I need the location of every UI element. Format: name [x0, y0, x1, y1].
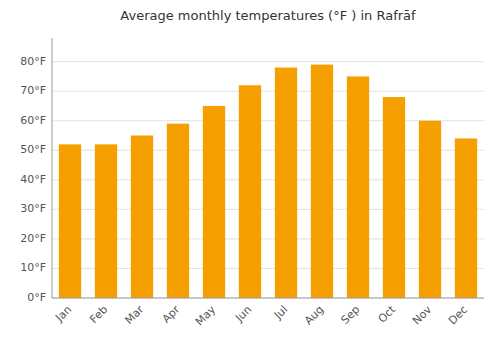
x-axis: Jan Feb Mar Apr May Jun Jul Aug Sep Oct Nov Dec [52, 298, 484, 328]
chart-container: 0°F 10°F 20°F 30°F 40°F 50°F 60°F 70°F 80°F Jan Fe… [0, 0, 500, 350]
y-tick-label: 30°F [20, 202, 46, 215]
x-tick-label: Apr [160, 303, 183, 326]
bar [203, 106, 225, 298]
x-tick-label: Jun [232, 303, 254, 325]
bar [347, 76, 369, 298]
x-tick-label: Nov [410, 303, 435, 328]
bar [275, 68, 297, 298]
x-axis-line [52, 298, 484, 299]
y-axis: 0°F 10°F 20°F 30°F 40°F 50°F 60°F 70°F 80°F [20, 38, 52, 304]
bar [455, 138, 477, 298]
bar [239, 85, 261, 298]
bar [419, 121, 441, 298]
bar [383, 97, 405, 298]
bar [59, 144, 81, 298]
grid-line [52, 91, 484, 92]
bars [59, 65, 477, 298]
x-tick-label: Jul [271, 303, 290, 322]
grid-line [52, 61, 484, 62]
grid-line [52, 298, 484, 299]
bar [95, 144, 117, 298]
page: {"chart_data": {"type": "bar", "title": … [0, 0, 500, 350]
x-tick-label: Sep [338, 303, 362, 327]
bar [311, 65, 333, 298]
x-tick-label: Jan [52, 303, 74, 325]
y-tick-label: 20°F [20, 232, 46, 245]
y-tick-label: 10°F [20, 261, 46, 274]
y-grid [52, 62, 484, 298]
x-tick-label: Feb [87, 303, 110, 326]
y-tick-label: 50°F [20, 143, 46, 156]
x-tick-label: Oct [376, 303, 399, 326]
y-tick-label: 70°F [20, 84, 46, 97]
y-tick-label: 60°F [20, 114, 46, 127]
title: Average monthly temperatures (°F ) in Ra… [120, 8, 416, 23]
y-tick-label: 80°F [20, 55, 46, 68]
y-tick-label: 40°F [20, 173, 46, 186]
x-tick-label: May [193, 303, 219, 329]
y-axis-line [52, 38, 53, 298]
chart: 0°F 10°F 20°F 30°F 40°F 50°F 60°F 70°F 80°F Jan Fe… [0, 0, 500, 350]
bar [131, 136, 153, 299]
y-tick-label: 0°F [27, 291, 46, 304]
x-tick-label: Mar [122, 303, 146, 327]
x-tick-label: Dec [446, 303, 470, 327]
bar [167, 124, 189, 298]
x-tick-label: Aug [302, 303, 326, 327]
